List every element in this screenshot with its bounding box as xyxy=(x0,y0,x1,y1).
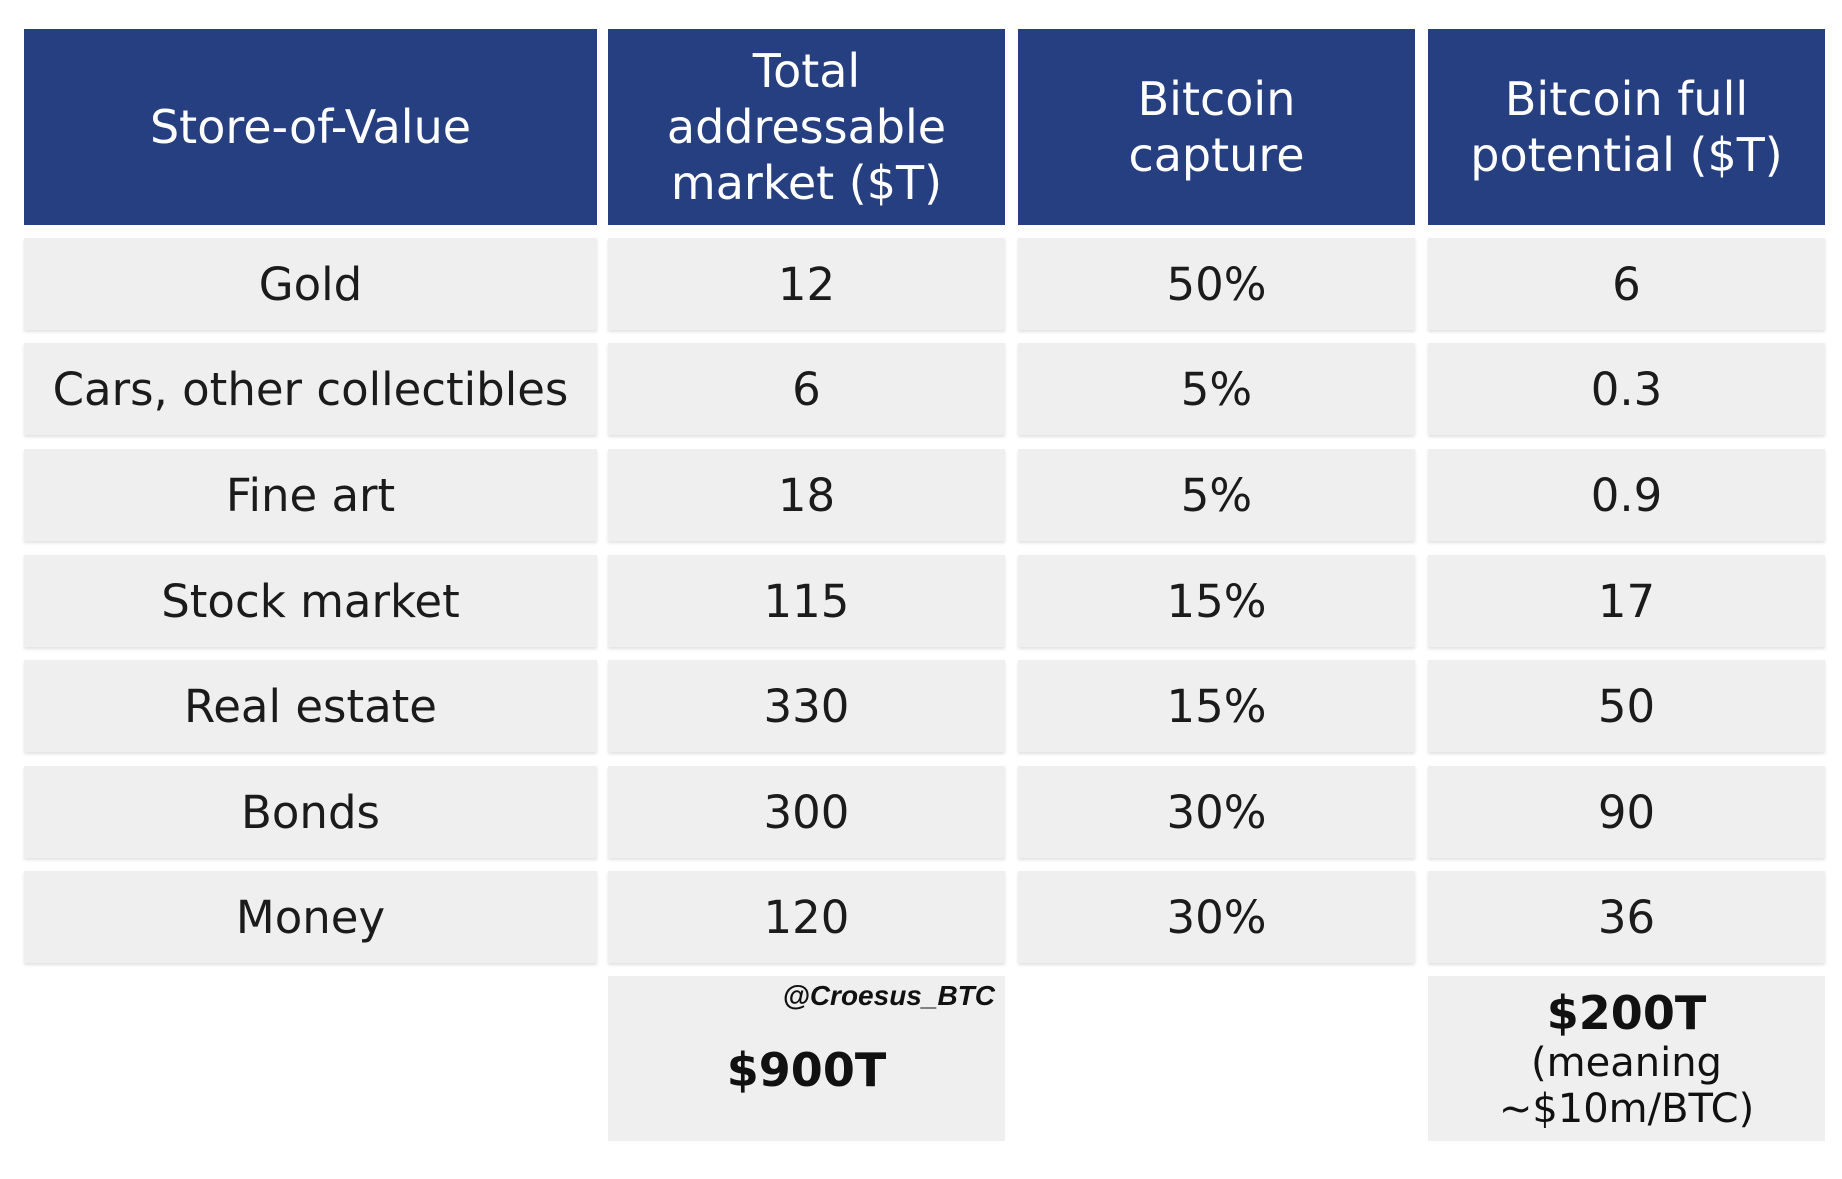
table-cell-market: 300 xyxy=(608,766,1005,858)
total-market-cell: @Croesus_BTC $900T xyxy=(608,976,1005,1141)
header-store-of-value: Store-of-Value xyxy=(24,29,597,225)
table-cell-asset: Money xyxy=(24,871,597,963)
table-cell-asset: Gold xyxy=(24,238,597,330)
header-line: Store-of-Value xyxy=(149,100,472,154)
header-total-addressable-market: Total addressable market ($T) xyxy=(608,29,1005,225)
table-cell-asset: Real estate xyxy=(24,660,597,752)
table-cell-potential: 0.9 xyxy=(1428,449,1825,541)
table-cell-capture: 30% xyxy=(1018,766,1415,858)
table-cell-asset: Fine art xyxy=(24,449,597,541)
header-line: Total xyxy=(752,44,861,98)
table-cell-capture: 15% xyxy=(1018,555,1415,647)
header-line: market ($T) xyxy=(670,156,943,210)
table-cell-potential: 90 xyxy=(1428,766,1825,858)
header-line: potential ($T) xyxy=(1470,128,1783,182)
table-cell-potential: 36 xyxy=(1428,871,1825,963)
header-line: addressable xyxy=(666,100,947,154)
table-cell-capture: 5% xyxy=(1018,343,1415,435)
table-cell-asset: Stock market xyxy=(24,555,597,647)
table-cell-capture: 50% xyxy=(1018,238,1415,330)
table-cell-capture: 5% xyxy=(1018,449,1415,541)
total-potential-cell: $200T (meaning ~$10m/BTC) xyxy=(1428,976,1825,1141)
header-line: Bitcoin full xyxy=(1504,72,1749,126)
table-cell-potential: 0.3 xyxy=(1428,343,1825,435)
full-potential-value: $200T xyxy=(1546,985,1707,1040)
table-cell-potential: 50 xyxy=(1428,660,1825,752)
header-line: capture xyxy=(1128,128,1305,182)
header-bitcoin-capture: Bitcoin capture xyxy=(1018,29,1415,225)
table-cell-market: 120 xyxy=(608,871,1005,963)
table-cell-asset: Cars, other collectibles xyxy=(24,343,597,435)
table-cell-capture: 30% xyxy=(1018,871,1415,963)
table-cell-market: 115 xyxy=(608,555,1005,647)
table-cell-potential: 17 xyxy=(1428,555,1825,647)
header-bitcoin-full-potential: Bitcoin full potential ($T) xyxy=(1428,29,1825,225)
credit-handle: @Croesus_BTC xyxy=(782,980,995,1011)
table-cell-market: 6 xyxy=(608,343,1005,435)
full-potential-note: ~$10m/BTC) xyxy=(1498,1085,1755,1132)
table-cell-capture: 15% xyxy=(1018,660,1415,752)
full-potential-note: (meaning xyxy=(1531,1039,1722,1086)
table-cell-potential: 6 xyxy=(1428,238,1825,330)
table-cell-market: 330 xyxy=(608,660,1005,752)
header-line: Bitcoin xyxy=(1137,72,1296,126)
table-cell-asset: Bonds xyxy=(24,766,597,858)
total-market-value: $900T xyxy=(726,1042,887,1097)
table-cell-market: 18 xyxy=(608,449,1005,541)
table-cell-market: 12 xyxy=(608,238,1005,330)
